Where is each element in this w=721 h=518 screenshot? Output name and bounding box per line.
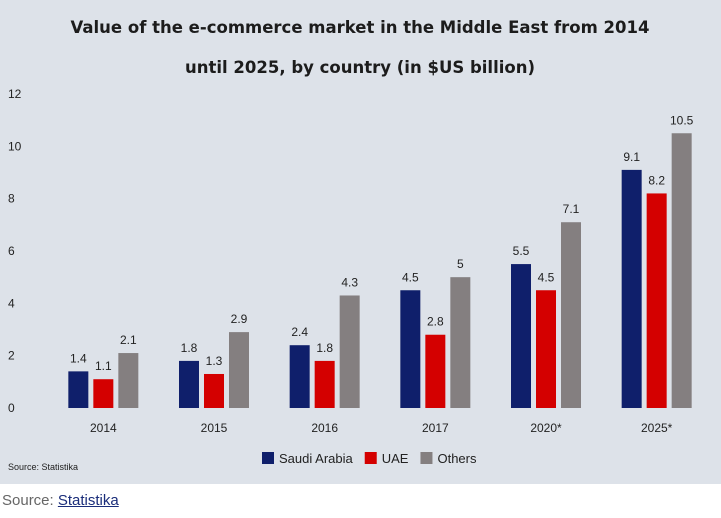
bar-saudi-arabia <box>621 169 642 408</box>
page-source: Source: Statistika <box>2 492 119 509</box>
bar-saudi-arabia <box>68 371 89 408</box>
y-tick-label: 4 <box>8 296 15 310</box>
data-label: 1.8 <box>316 341 333 355</box>
data-label: 2.9 <box>231 312 248 326</box>
legend-swatch <box>420 452 433 464</box>
data-label: 4.5 <box>402 270 419 284</box>
data-label: 7.1 <box>563 202 580 216</box>
x-tick-label: 2015 <box>201 421 228 435</box>
bar-saudi-arabia <box>289 345 310 408</box>
x-tick-label: 2016 <box>311 421 338 435</box>
data-label: 1.3 <box>206 354 223 368</box>
data-label: 5.5 <box>513 244 530 258</box>
x-tick-label: 2014 <box>90 421 117 435</box>
bar-saudi-arabia <box>511 264 531 408</box>
data-label: 4.3 <box>341 275 358 289</box>
data-label: 10.5 <box>670 113 694 127</box>
bar-uae <box>425 334 446 408</box>
bar-others <box>671 133 692 408</box>
bar-uae <box>204 373 224 408</box>
bar-uae <box>646 193 667 408</box>
chart-panel: Value of the e-commerce market in the Mi… <box>0 0 721 484</box>
data-label: 2.1 <box>120 333 137 347</box>
data-label: 1.8 <box>181 341 198 355</box>
data-label: 1.1 <box>95 359 112 373</box>
page-source-prefix: Source: <box>2 492 58 509</box>
data-label: 2.4 <box>291 325 308 339</box>
bar-saudi-arabia <box>179 360 199 408</box>
bar-uae <box>314 360 335 408</box>
y-tick-label: 0 <box>8 401 15 415</box>
data-label: 8.2 <box>648 173 665 187</box>
legend-label: Others <box>437 451 477 466</box>
legend-swatch <box>364 452 377 464</box>
x-tick-label: 2025* <box>641 421 673 435</box>
legend-label: Saudi Arabia <box>279 451 353 466</box>
bar-others <box>561 222 581 408</box>
y-tick-label: 10 <box>8 139 22 153</box>
bar-saudi-arabia <box>400 290 421 408</box>
data-label: 9.1 <box>623 150 640 164</box>
x-tick-label: 2020* <box>530 421 562 435</box>
bar-others <box>339 295 360 408</box>
chart-title: Value of the e-commerce market in the Mi… <box>70 18 650 77</box>
bar-uae <box>93 379 114 408</box>
x-tick-label: 2017 <box>422 421 449 435</box>
bar-others <box>118 353 139 408</box>
y-tick-label: 2 <box>8 349 15 363</box>
data-label: 1.4 <box>70 351 87 365</box>
data-label: 2.8 <box>427 315 444 329</box>
source-link[interactable]: Statistika <box>57 492 119 509</box>
bar-uae <box>536 290 556 408</box>
y-tick-label: 8 <box>8 192 15 206</box>
bar-others <box>229 332 249 408</box>
data-label: 4.5 <box>538 270 555 284</box>
y-tick-label: 6 <box>8 244 15 258</box>
y-tick-label: 12 <box>8 87 22 101</box>
legend-swatch <box>262 452 274 464</box>
bar-chart: 0 2 4 6 8 10 12 1.4 1.1 2.1 2014 1.8 1.3 2.9 2015 2.4 1.… <box>8 87 694 466</box>
bar-others <box>450 277 471 408</box>
chart-source-note: Source: Statistika <box>8 462 79 472</box>
legend-label: UAE <box>382 451 409 466</box>
data-label: 5 <box>457 257 464 271</box>
